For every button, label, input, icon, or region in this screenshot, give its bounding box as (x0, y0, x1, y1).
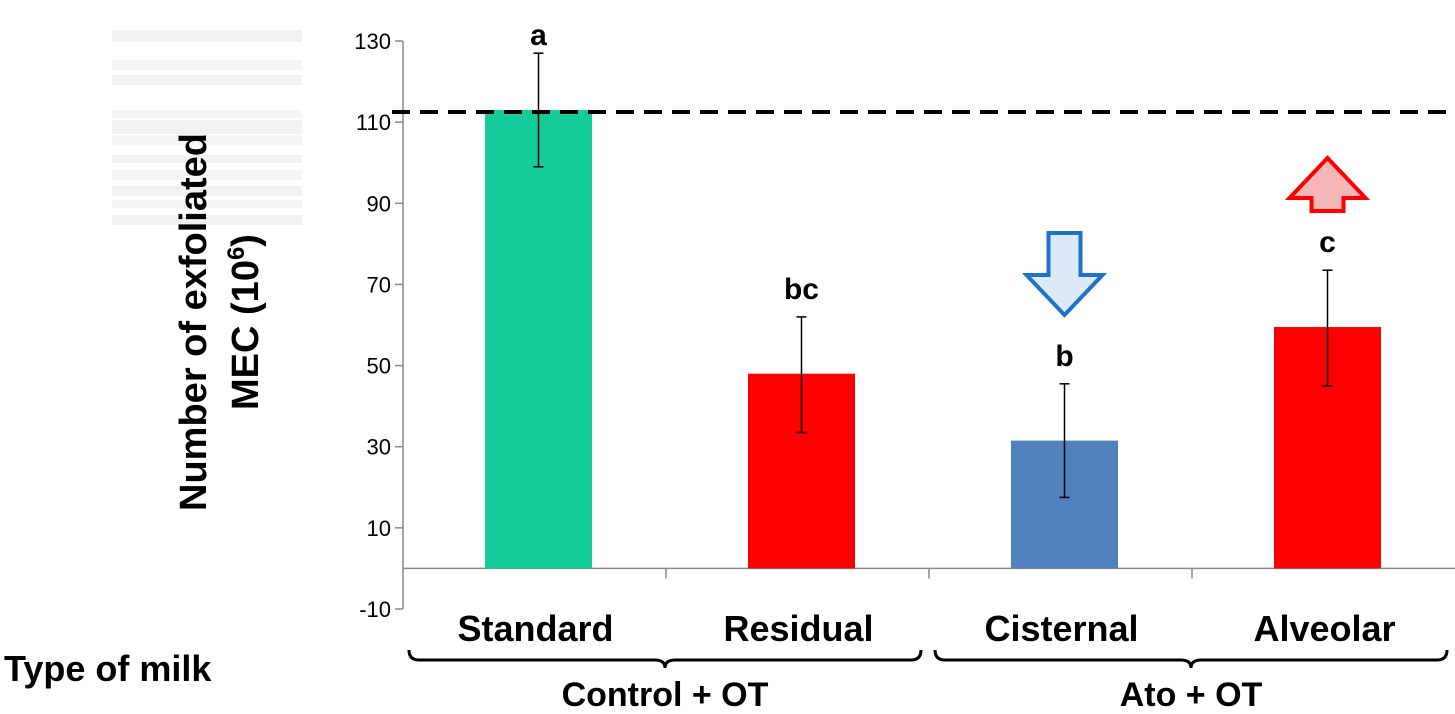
background-strip (112, 155, 302, 163)
y-tick-label: 10 (367, 516, 391, 541)
background-strip (112, 135, 302, 145)
background-strip (112, 200, 302, 208)
y-axis-title-line1: Number of exfoliated (173, 133, 215, 511)
category-label: Alveolar (1253, 608, 1395, 649)
y-tick-label: -10 (359, 597, 391, 622)
y-tick-label: 130 (354, 29, 391, 54)
significance-label: b (1055, 340, 1073, 373)
y-axis-title-prefix: MEC (10 (225, 260, 267, 410)
arrow-up-icon (1284, 155, 1371, 213)
bars (485, 52, 1381, 569)
group-bracket (407, 649, 923, 669)
background-strip (112, 120, 302, 134)
background-decoration (112, 30, 302, 225)
background-strip (112, 215, 302, 225)
y-tick-label: 110 (356, 110, 391, 135)
y-axis-title-suffix: ) (225, 234, 267, 247)
y-tick-label: 30 (367, 435, 391, 460)
group-label: Ato + OT (1120, 676, 1263, 714)
background-strip (112, 75, 302, 85)
category-label: Residual (723, 608, 873, 649)
y-tick-label: 70 (367, 272, 391, 297)
background-strip (112, 30, 302, 42)
category-label: Standard (457, 608, 613, 649)
y-tick-label: 50 (367, 354, 391, 379)
arrows (1021, 155, 1371, 318)
arrow-down-icon (1021, 231, 1108, 318)
significance-label: a (530, 19, 547, 52)
group-brackets: Control + OT Ato + OT (407, 649, 1449, 714)
background-strip (112, 110, 302, 118)
significance-label: bc (784, 273, 819, 306)
y-axis-title-line2: MEC (106) (223, 234, 267, 410)
x-axis-title: Type of milk (4, 648, 212, 689)
y-axis: -10 10 30 50 70 90 110 130 (354, 29, 1455, 622)
background-strip (112, 170, 302, 180)
background-strip (112, 60, 302, 70)
background-strip (112, 186, 302, 196)
y-tick-label: 90 (367, 191, 391, 216)
group-bracket (933, 649, 1449, 669)
y-axis-title-superscript: 6 (223, 247, 250, 260)
significance-label: c (1319, 226, 1336, 259)
group-label: Control + OT (562, 676, 769, 714)
category-label: Cisternal (984, 608, 1138, 649)
bar-standard (485, 109, 592, 569)
